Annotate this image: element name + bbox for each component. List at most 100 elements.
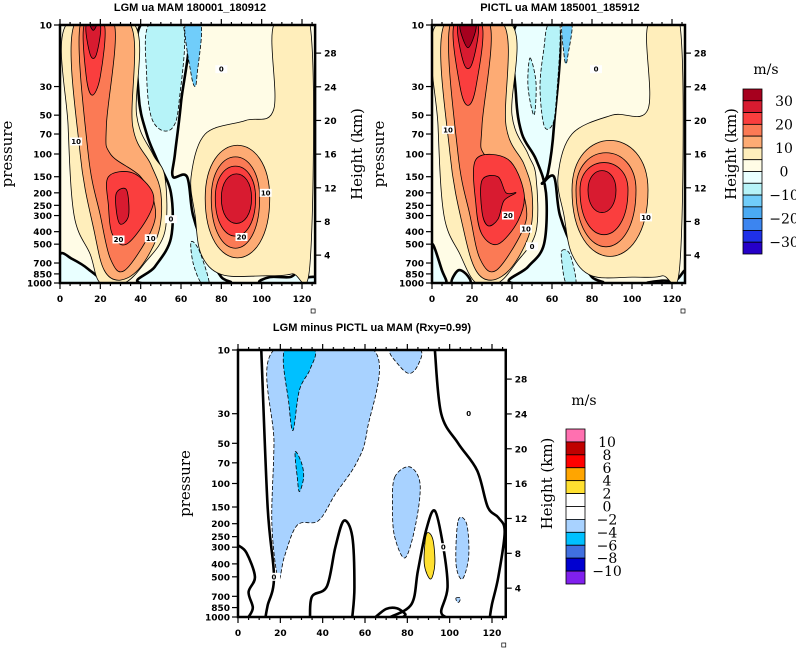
colorbar-label: 4 <box>603 474 612 490</box>
contour-label: 0 <box>594 66 599 74</box>
colorbar-box <box>742 171 763 184</box>
contour-region <box>190 240 210 283</box>
corner-marker <box>680 308 686 314</box>
contour-region <box>432 242 448 283</box>
x-tick-label: 20 <box>274 629 287 639</box>
colorbar-label: −8 <box>597 551 618 567</box>
colorbar-box <box>742 182 763 196</box>
y-tick-label: 1000 <box>205 614 230 624</box>
contour-region <box>539 25 561 130</box>
colorbar-label: 10 <box>598 435 616 451</box>
zero-contour-line <box>374 606 407 617</box>
x-tick-label: 40 <box>134 295 147 305</box>
height-tick-label: 20 <box>515 445 528 455</box>
contour-label: 0 <box>530 243 535 251</box>
y-axis-label-right: Height (km) <box>722 108 740 200</box>
colorbar-box <box>565 531 586 546</box>
panel-difference: LGM minus PICTL ua MAM (Rxy=0.99) 0 0 0 0 20 4… <box>176 322 556 648</box>
x-tick-label: 0 <box>235 629 241 639</box>
y-tick-label: 850 <box>405 270 424 280</box>
contour-region <box>455 597 461 603</box>
y-axis-label: pressure <box>370 121 388 188</box>
height-tick-label: 8 <box>515 550 521 560</box>
height-tick-label: 12 <box>324 184 337 194</box>
colorbar-box <box>742 194 763 208</box>
y-tick-label: 10 <box>411 22 424 32</box>
contour-field: 10 20 10 0 0 10 20 <box>60 25 316 283</box>
colorbar-label: −2 <box>597 512 618 528</box>
height-tick-label: 16 <box>694 151 707 161</box>
contour-label: 10 <box>443 126 453 134</box>
contour-region <box>646 269 685 283</box>
y-tick-label: 50 <box>39 112 52 122</box>
y-tick-label: 1000 <box>399 280 424 290</box>
y-tick-label: 10 <box>217 347 230 357</box>
contour-field: 0 0 0 <box>238 350 506 617</box>
contour-label: 0 <box>168 216 173 224</box>
y-tick-label: 850 <box>211 604 230 614</box>
contour-label: 20 <box>237 234 247 242</box>
colorbar-unit: m/s <box>571 393 596 409</box>
x-tick-label: 20 <box>94 295 107 305</box>
colorbar-box <box>565 557 586 572</box>
contour-region <box>450 268 472 283</box>
contour-label-box <box>442 125 454 134</box>
contour-label-box <box>502 211 514 220</box>
contour-region <box>480 175 517 227</box>
colorbar-box <box>742 241 763 255</box>
contour-label-box <box>640 213 652 222</box>
colorbar-top: m/s 30 20 10 0 −10 −20 −30 <box>742 62 796 255</box>
height-tick-label: 8 <box>324 218 330 228</box>
x-tick-label: 0 <box>429 295 435 305</box>
contour-label-box <box>437 543 450 552</box>
colorbar-box <box>742 123 763 137</box>
colorbar-box <box>742 230 763 243</box>
contour-label: 0 <box>219 66 224 74</box>
contour-region <box>389 350 423 374</box>
y-tick-label: 500 <box>405 241 424 251</box>
contour-region <box>455 516 470 580</box>
x-tick-label: 0 <box>57 295 63 305</box>
y-tick-label: 70 <box>39 131 52 141</box>
y-tick-label: 500 <box>211 573 230 583</box>
contour-label: 0 <box>441 544 446 552</box>
colorbar-label: −30 <box>769 235 796 251</box>
colorbar-label: 8 <box>603 448 612 464</box>
contour-label-box <box>520 224 532 233</box>
y-tick-label: 50 <box>217 440 230 450</box>
x-tick-label: 60 <box>546 295 559 305</box>
x-tick-label: 80 <box>401 629 414 639</box>
contour-region <box>587 170 617 213</box>
y-tick-label: 250 <box>405 202 424 212</box>
contour-region <box>220 173 252 224</box>
panel-title: PICTL ua MAM 185001_185912 <box>480 2 639 14</box>
y-tick-label: 250 <box>211 533 230 543</box>
y-tick-label: 30 <box>411 83 424 93</box>
y-axis-label-right: Height (km) <box>348 108 366 200</box>
colorbar-label: 2 <box>603 487 612 503</box>
y-tick-label: 100 <box>211 480 230 490</box>
y-tick-label: 50 <box>411 112 424 122</box>
x-tick-label: 40 <box>316 629 329 639</box>
x-tick-label: 100 <box>623 295 642 305</box>
contour-label: 10 <box>261 189 271 197</box>
contour-label-box <box>215 65 228 74</box>
corner-marker <box>501 642 507 648</box>
y-tick-label: 150 <box>33 173 52 183</box>
y-tick-label: 150 <box>405 173 424 183</box>
colorbar-label: −4 <box>597 525 618 541</box>
height-tick-label: 16 <box>515 480 528 490</box>
colorbar-box <box>565 441 586 456</box>
contour-label-box <box>144 234 157 243</box>
contour-label-box <box>70 137 83 146</box>
colorbar-box <box>742 112 763 125</box>
y-tick-label: 250 <box>33 202 52 212</box>
height-tick-label: 4 <box>324 252 330 262</box>
colorbar-box <box>565 467 586 482</box>
contour-label-box <box>235 233 248 242</box>
x-tick-label: 100 <box>440 629 459 639</box>
y-tick-label: 200 <box>33 189 52 199</box>
y-tick-label: 100 <box>33 151 52 161</box>
